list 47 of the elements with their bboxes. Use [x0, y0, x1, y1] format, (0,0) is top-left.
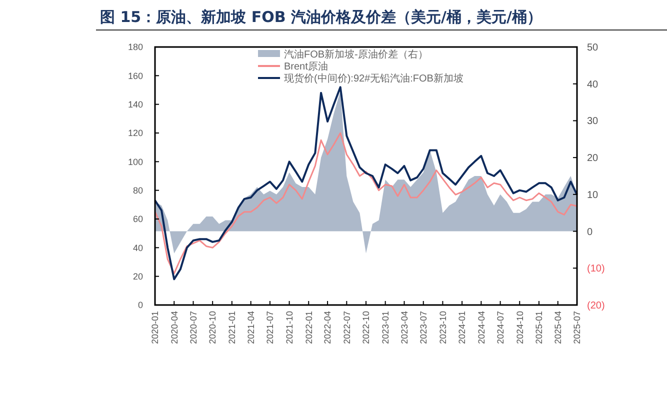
y2-tick-label: (10) — [587, 264, 605, 275]
legend-label: Brent原油 — [284, 60, 328, 72]
x-tick-label: 2025-04 — [553, 311, 564, 344]
y2-tick-label: 0 — [587, 226, 593, 238]
y2-tick-label: (20) — [587, 300, 605, 312]
y-tick-label: 40 — [132, 242, 143, 253]
legend-label: 汽油FOB新加坡-原油价差（右） — [284, 48, 428, 60]
y-tick-label: 180 — [128, 42, 143, 52]
y-tick-label: 60 — [132, 214, 143, 224]
y-tick-label: 0 — [138, 300, 143, 310]
y2-tick-label: 50 — [587, 42, 599, 54]
x-tick-label: 2021-04 — [246, 311, 256, 344]
y-tick-label: 80 — [132, 185, 143, 196]
x-tick-label: 2020-01 — [150, 311, 160, 344]
x-tick-label: 2024-04 — [476, 311, 486, 344]
x-tick-label: 2020-04 — [169, 311, 180, 344]
x-tick-label: 2022-04 — [322, 311, 333, 344]
y2-tick-label: 10 — [587, 190, 599, 201]
line-series — [154, 86, 578, 280]
y-tick-label: 160 — [128, 70, 143, 81]
x-tick-label: 2023-07 — [418, 311, 429, 344]
y-tick-label: 100 — [128, 156, 143, 167]
y-tick-label: 120 — [128, 128, 143, 138]
y-tick-label: 20 — [132, 271, 143, 282]
x-tick-label: 2022-07 — [342, 311, 352, 344]
x-tick-label: 2023-01 — [380, 311, 390, 344]
x-tick-label: 2021-01 — [227, 311, 238, 344]
y2-tick-label: 30 — [587, 116, 599, 128]
x-tick-label: 2023-04 — [399, 311, 410, 344]
x-tick-label: 2021-07 — [265, 311, 276, 344]
x-tick-label: 2024-01 — [457, 311, 468, 344]
line-series — [154, 132, 578, 274]
x-tick-label: 2025-07 — [572, 311, 582, 344]
x-tick-label: 2025-01 — [534, 311, 544, 344]
x-tick-label: 2022-10 — [361, 311, 372, 344]
y2-tick-label: 20 — [587, 153, 599, 164]
chart-title: 图 15：原油、新加坡 FOB 汽油价格及价差（美元/桶，美元/桶） — [100, 8, 542, 26]
x-tick-label: 2021-10 — [284, 311, 294, 344]
x-tick-label: 2020-07 — [188, 311, 198, 344]
y2-tick-label: 40 — [587, 79, 599, 90]
x-tick-label: 2020-10 — [208, 311, 218, 344]
x-tick-label: 2024-07 — [495, 311, 506, 344]
x-tick-label: 2024-10 — [514, 311, 525, 344]
x-tick-label: 2023-10 — [438, 311, 448, 344]
y-tick-label: 140 — [128, 99, 143, 110]
x-tick-label: 2022-01 — [304, 311, 314, 344]
legend-label: 现货价(中间价):92#无铅汽油:FOB新加坡 — [284, 72, 464, 84]
